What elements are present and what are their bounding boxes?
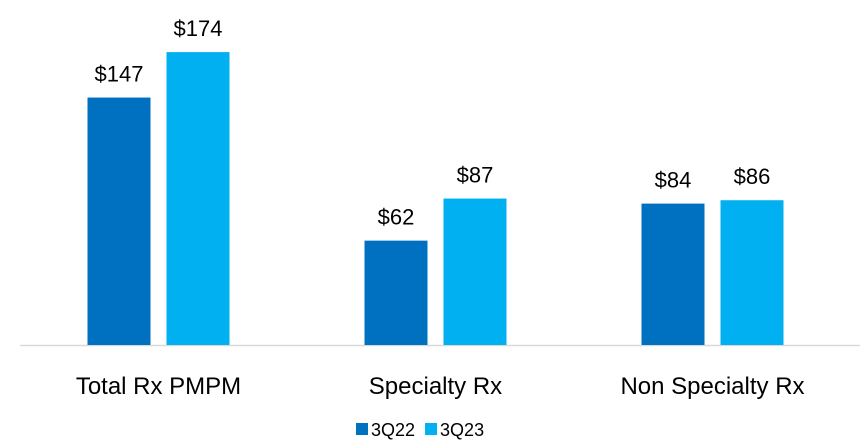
bar	[720, 200, 784, 345]
bar	[166, 52, 230, 345]
legend-swatch	[356, 423, 368, 435]
x-tick-label: Non Specialty Rx	[620, 373, 804, 400]
data-label: $84	[655, 168, 692, 193]
data-label: $174	[174, 16, 223, 41]
data-label: $86	[734, 164, 771, 189]
legend-label: 3Q23	[440, 420, 484, 440]
bar	[364, 240, 428, 345]
legend-swatch	[425, 423, 438, 435]
bar	[641, 203, 705, 345]
legend-label: 3Q22	[371, 420, 415, 440]
data-label: $62	[378, 205, 415, 230]
data-label: $87	[457, 163, 494, 188]
data-label: $147	[95, 62, 144, 87]
bar	[87, 97, 151, 345]
bar	[443, 198, 507, 345]
x-tick-label: Total Rx PMPM	[76, 373, 241, 400]
x-tick-label: Specialty Rx	[369, 373, 502, 400]
